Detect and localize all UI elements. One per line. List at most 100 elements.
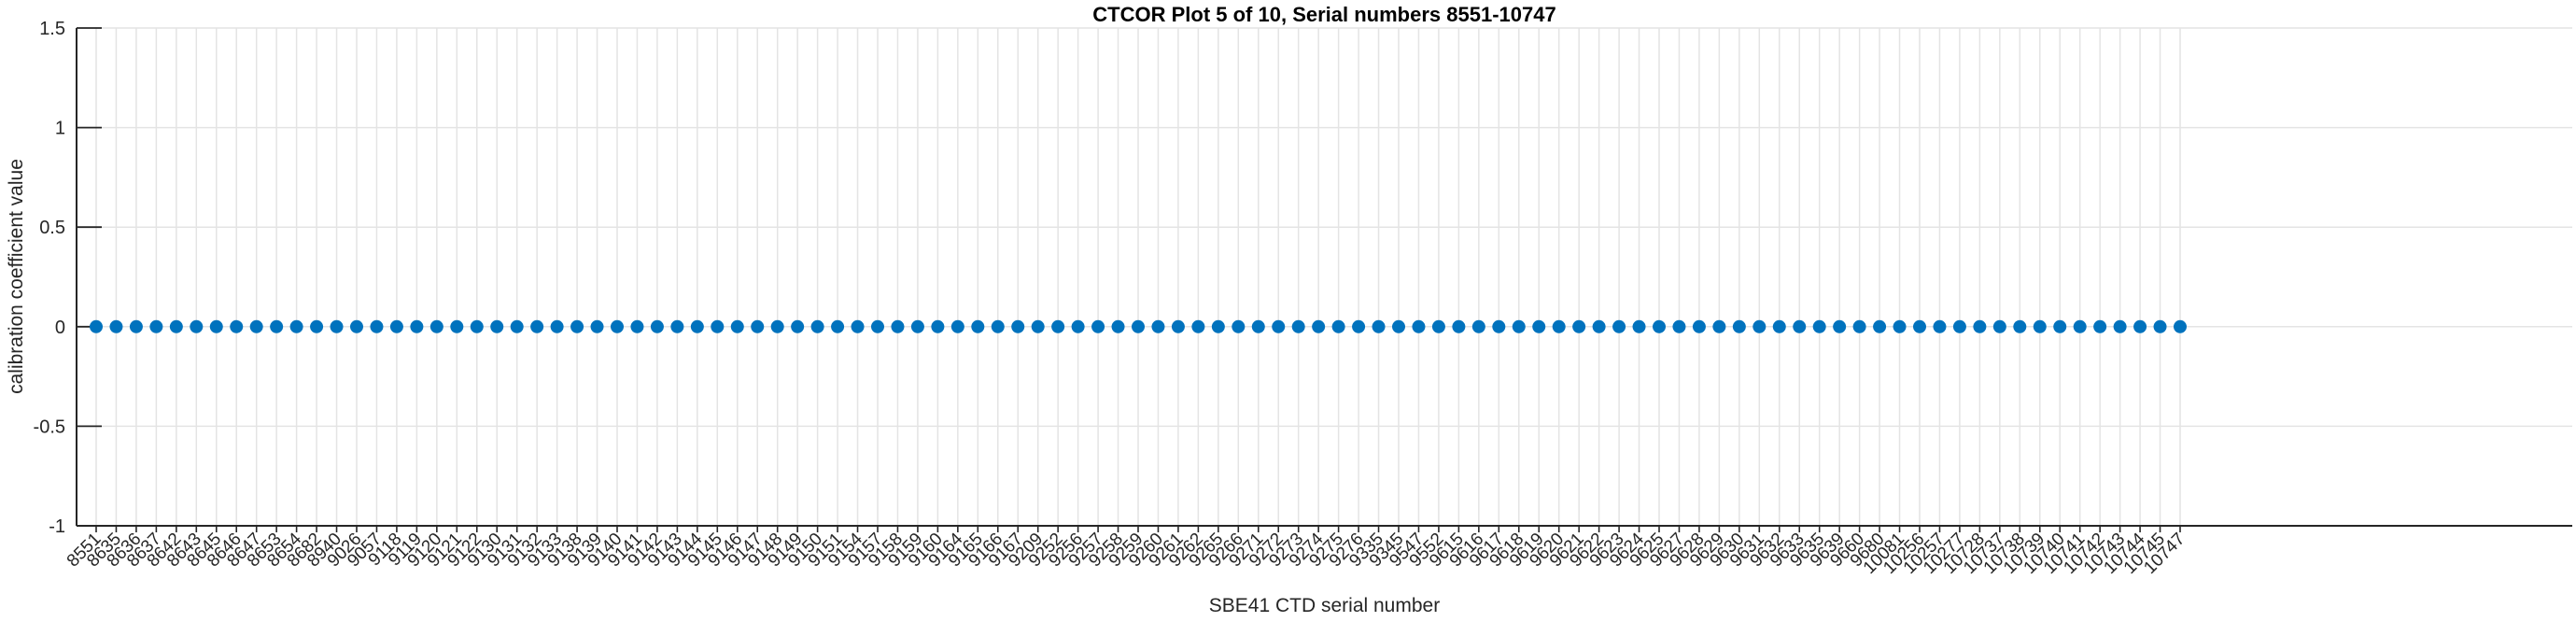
data-point (950, 319, 964, 333)
data-point (490, 319, 504, 333)
data-point (1352, 319, 1366, 333)
data-point (1913, 319, 1926, 333)
data-point (1833, 319, 1847, 333)
data-point (2093, 319, 2107, 333)
data-point (129, 319, 143, 333)
data-point (2113, 319, 2127, 333)
data-point (1031, 319, 1045, 333)
data-point (310, 319, 324, 333)
data-point (289, 319, 303, 333)
data-point (249, 319, 263, 333)
data-point (1852, 319, 1866, 333)
data-point (1653, 319, 1666, 333)
data-point (470, 319, 484, 333)
data-point (1632, 319, 1646, 333)
data-point (1272, 319, 1286, 333)
data-point (1973, 319, 1987, 333)
data-point (450, 319, 464, 333)
data-point (510, 319, 524, 333)
data-point (1952, 319, 1966, 333)
data-point (770, 319, 784, 333)
data-point (1171, 319, 1185, 333)
data-point (389, 319, 403, 333)
data-point (2133, 319, 2147, 333)
data-point (410, 319, 424, 333)
data-point (209, 319, 223, 333)
data-point (1091, 319, 1105, 333)
data-point (590, 319, 604, 333)
data-point (90, 319, 103, 333)
chart-title: CTCOR Plot 5 of 10, Serial numbers 8551-… (1092, 3, 1556, 26)
data-point (1312, 319, 1326, 333)
data-point (1672, 319, 1686, 333)
data-point (611, 319, 624, 333)
y-tick-label: 0 (55, 318, 65, 338)
data-point (690, 319, 704, 333)
data-point (1492, 319, 1506, 333)
y-tick-label: -1 (49, 516, 65, 537)
data-point (1331, 319, 1345, 333)
data-point (1712, 319, 1726, 333)
data-point (1873, 319, 1887, 333)
data-point (2174, 319, 2187, 333)
x-axis-label: SBE41 CTD serial number (1208, 595, 1441, 616)
data-point (330, 319, 344, 333)
y-tick-label: 1 (55, 119, 65, 139)
data-point (1431, 319, 1445, 333)
data-point (670, 319, 684, 333)
data-point (810, 319, 824, 333)
data-point (931, 319, 945, 333)
data-point (871, 319, 884, 333)
data-point (1692, 319, 1706, 333)
data-point (2033, 319, 2047, 333)
data-point (2013, 319, 2027, 333)
data-point (1111, 319, 1125, 333)
data-point (1512, 319, 1526, 333)
data-point (910, 319, 924, 333)
data-point (149, 319, 163, 333)
data-point (169, 319, 183, 333)
data-point (550, 319, 564, 333)
data-point (630, 319, 644, 333)
data-point (1732, 319, 1746, 333)
data-point (1572, 319, 1586, 333)
data-point (109, 319, 123, 333)
data-point (570, 319, 584, 333)
data-point (730, 319, 744, 333)
data-point (1372, 319, 1386, 333)
y-tick-label: 0.5 (39, 218, 65, 238)
data-point (1211, 319, 1225, 333)
data-point (2053, 319, 2067, 333)
data-point (1011, 319, 1025, 333)
data-point (1251, 319, 1265, 333)
data-point (1753, 319, 1767, 333)
data-point (1412, 319, 1426, 333)
data-point (1471, 319, 1485, 333)
data-point (1151, 319, 1165, 333)
data-point (1552, 319, 1566, 333)
data-point (1933, 319, 1947, 333)
data-point (751, 319, 765, 333)
data-point (1392, 319, 1405, 333)
data-point (1051, 319, 1065, 333)
y-tick-label: 1.5 (39, 19, 65, 39)
data-point (991, 319, 1005, 333)
data-point (1291, 319, 1305, 333)
data-point (2153, 319, 2167, 333)
data-point (971, 319, 985, 333)
data-point (190, 319, 204, 333)
data-point (1191, 319, 1205, 333)
data-point (270, 319, 284, 333)
data-point (791, 319, 805, 333)
data-point (1612, 319, 1626, 333)
data-point (891, 319, 905, 333)
data-point (429, 319, 443, 333)
data-point (1812, 319, 1826, 333)
data-point (370, 319, 384, 333)
data-point (530, 319, 544, 333)
data-point (1232, 319, 1246, 333)
data-point (1772, 319, 1786, 333)
data-point (1893, 319, 1907, 333)
